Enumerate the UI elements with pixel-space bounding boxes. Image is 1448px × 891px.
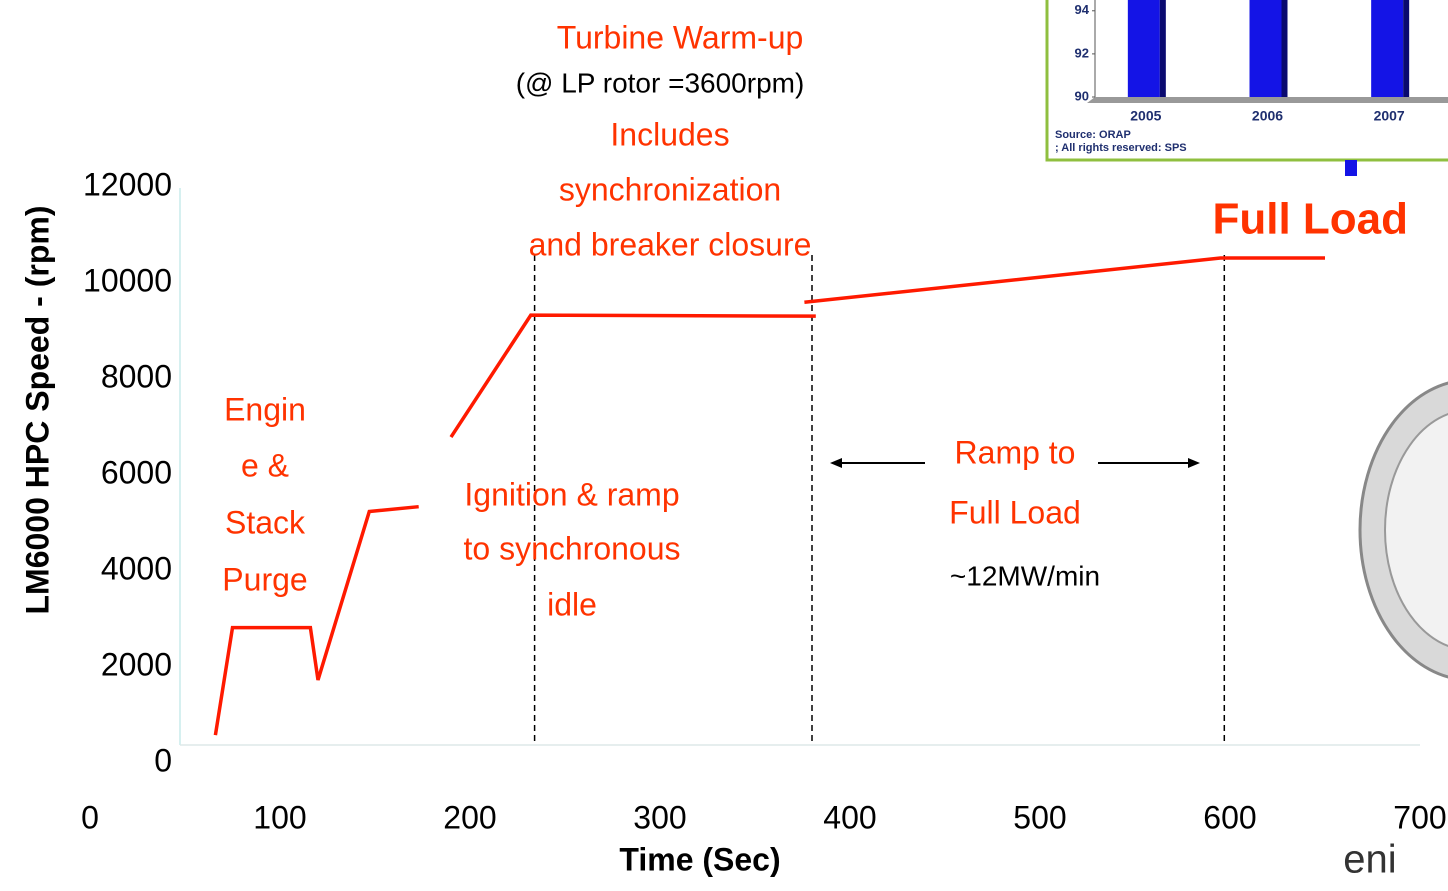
speed-line [213,256,1325,736]
annotation: Stack [225,504,306,540]
x-tick-label: 500 [1013,799,1066,835]
arrowhead [1188,458,1200,468]
y-tick-label: 8000 [101,358,172,394]
y-tick-label: 4000 [101,550,172,586]
inset-chart: 90 92 94 2005 2006 2007 [1075,0,1448,124]
inset-y-tick-label: 92 [1075,45,1089,60]
x-tick-label: 300 [633,799,686,835]
inset-bar-side [1159,0,1166,98]
x-tick-label: 700 [1393,799,1446,835]
annotation: Engin [224,391,306,427]
annotation: synchronization [559,171,781,207]
y-tick-label: 0 [154,742,172,778]
annotation: and breaker closure [529,226,812,262]
inset-bar [1249,0,1282,98]
annotation: idle [547,586,597,622]
inset-source: Source: ORAP [1055,129,1131,141]
inset-bar-side [1281,0,1288,98]
y-axis-title: LM6000 HPC Speed - (rpm) [19,206,55,615]
inset-source: ; All rights reserved: SPS [1055,142,1187,154]
inset-bar [1127,0,1160,98]
x-tick-label: 400 [823,799,876,835]
y-tick-label: 2000 [101,646,172,682]
annotation: Purge [222,561,307,597]
arrowhead [830,458,842,468]
annotation: ~12MW/min [950,560,1100,591]
annotation: Full Load [949,494,1081,530]
x-tick-label: 100 [253,799,306,835]
y-tick-label: 10000 [83,262,172,298]
inset-y-tick-label: 90 [1075,88,1089,103]
x-tick-label: 600 [1203,799,1256,835]
inset-x-tick-label: 2007 [1374,108,1405,124]
stopwatch-face [1384,413,1448,647]
inset-x-tick-label: 2005 [1130,108,1161,124]
annotation: e & [241,447,289,483]
x-tick-label: 200 [443,799,496,835]
annotation: Ramp to [955,434,1076,470]
inset-x-tick-label: 2006 [1252,108,1283,124]
inset-bar [1371,0,1404,98]
annotation: to synchronous [463,530,680,566]
y-tick-label: 12000 [83,166,172,202]
annotation: Includes [610,116,729,152]
logo: eni [1343,838,1396,882]
inset-floor [1087,97,1448,103]
x-axis-title: Time (Sec) [619,841,780,877]
annotation: Ignition & ramp [464,476,679,512]
annotation: Turbine Warm-up [557,19,804,55]
y-tick-label: 6000 [101,454,172,490]
annotation: Full Load [1212,195,1408,244]
inset-y-tick-label: 94 [1075,2,1090,17]
annotation: (@ LP rotor =3600rpm) [516,67,805,98]
x-tick-label: 0 [81,799,99,835]
inset-bar-side [1403,0,1410,98]
inset-fragment [1345,160,1357,176]
